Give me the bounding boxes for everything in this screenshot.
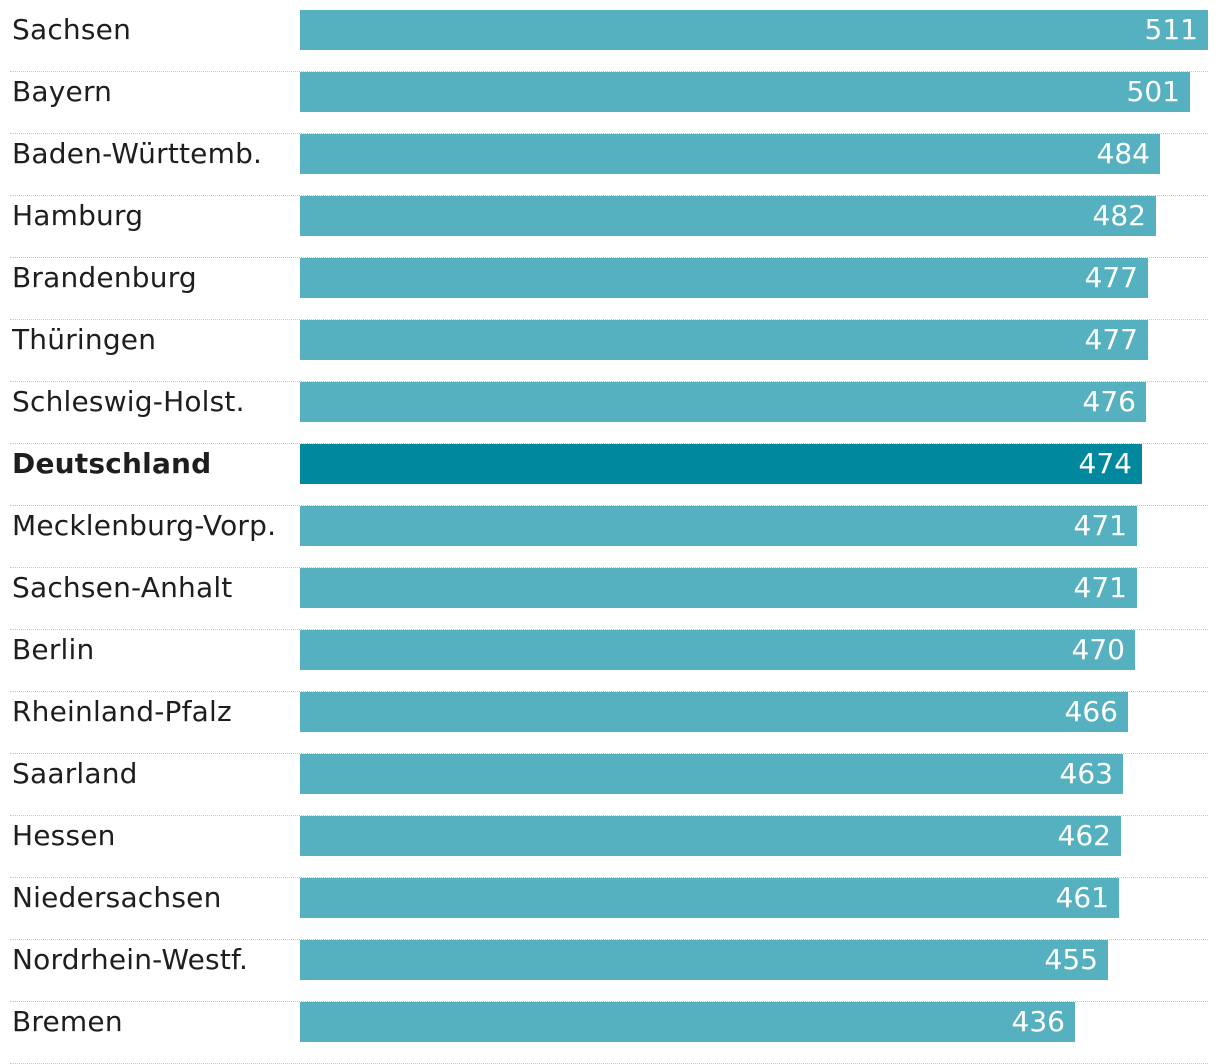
- category-label: Saarland: [12, 757, 138, 790]
- bar-row: Bayern 501: [0, 72, 1208, 134]
- value-label: 471: [1073, 571, 1127, 604]
- category-label: Thüringen: [12, 323, 157, 356]
- bar-row: Baden-Württemb. 484: [0, 134, 1208, 196]
- value-label: 466: [1064, 695, 1118, 728]
- bar-row: Deutschland 474: [0, 444, 1208, 506]
- bar-row: Mecklenburg-Vorp. 471: [0, 506, 1208, 568]
- bar-row: Bremen 436: [0, 1002, 1208, 1064]
- bar-row: Berlin 470: [0, 630, 1208, 692]
- row-divider: [10, 257, 1208, 258]
- row-divider: [10, 877, 1208, 878]
- category-label: Hessen: [12, 819, 116, 852]
- row-divider: [10, 319, 1208, 320]
- value-label: 470: [1071, 633, 1125, 666]
- category-label: Sachsen: [12, 13, 132, 46]
- category-label: Nordrhein-Westf.: [12, 943, 249, 976]
- bar-row: Hessen 462: [0, 816, 1208, 878]
- bar: 477: [300, 258, 1148, 298]
- category-label: Mecklenburg-Vorp.: [12, 509, 277, 542]
- value-label: 511: [1144, 13, 1198, 46]
- value-label: 477: [1084, 261, 1138, 294]
- row-divider: [10, 567, 1208, 568]
- bar: 476: [300, 382, 1146, 422]
- row-divider: [10, 381, 1208, 382]
- bar-row: Thüringen 477: [0, 320, 1208, 382]
- category-label: Rheinland-Pfalz: [12, 695, 232, 728]
- row-divider: [10, 1001, 1208, 1002]
- row-divider: [10, 815, 1208, 816]
- value-label: 501: [1126, 75, 1180, 108]
- category-label: Brandenburg: [12, 261, 197, 294]
- category-label: Niedersachsen: [12, 881, 222, 914]
- value-label: 463: [1059, 757, 1113, 790]
- bar-row: Rheinland-Pfalz 466: [0, 692, 1208, 754]
- category-label: Schleswig-Holst.: [12, 385, 245, 418]
- row-divider: [10, 691, 1208, 692]
- bar: 463: [300, 754, 1123, 794]
- value-label: 474: [1078, 447, 1132, 480]
- value-label: 477: [1084, 323, 1138, 356]
- bar-row: Saarland 463: [0, 754, 1208, 816]
- bar: 482: [300, 196, 1156, 236]
- value-label: 462: [1057, 819, 1111, 852]
- value-label: 455: [1044, 943, 1098, 976]
- bar-row: Sachsen 511: [0, 10, 1208, 72]
- bar-highlight: 474: [300, 444, 1142, 484]
- value-label: 484: [1096, 137, 1150, 170]
- bar-row: Niedersachsen 461: [0, 878, 1208, 940]
- bar: 436: [300, 1002, 1075, 1042]
- row-divider: [10, 753, 1208, 754]
- bar: 462: [300, 816, 1121, 856]
- row-divider: [10, 195, 1208, 196]
- bar: 484: [300, 134, 1160, 174]
- bar: 501: [300, 72, 1190, 112]
- bar: 471: [300, 568, 1137, 608]
- category-label: Bremen: [12, 1005, 123, 1038]
- bar: 455: [300, 940, 1108, 980]
- category-label: Berlin: [12, 633, 95, 666]
- bar: 511: [300, 10, 1208, 50]
- bar: 470: [300, 630, 1135, 670]
- bar: 471: [300, 506, 1137, 546]
- bar-row: Brandenburg 477: [0, 258, 1208, 320]
- bar: 461: [300, 878, 1119, 918]
- row-divider: [10, 443, 1208, 444]
- category-label: Bayern: [12, 75, 113, 108]
- category-label: Sachsen-Anhalt: [12, 571, 233, 604]
- value-label: 482: [1092, 199, 1146, 232]
- value-label: 436: [1011, 1005, 1065, 1038]
- category-label: Baden-Württemb.: [12, 137, 263, 170]
- bar-row: Schleswig-Holst. 476: [0, 382, 1208, 444]
- value-label: 471: [1073, 509, 1127, 542]
- row-divider: [10, 133, 1208, 134]
- bar-row: Hamburg 482: [0, 196, 1208, 258]
- row-divider: [10, 71, 1208, 72]
- bar: 477: [300, 320, 1148, 360]
- bar-row: Nordrhein-Westf. 455: [0, 940, 1208, 1002]
- row-divider: [10, 629, 1208, 630]
- row-divider: [10, 505, 1208, 506]
- value-label: 461: [1055, 881, 1109, 914]
- value-label: 476: [1082, 385, 1136, 418]
- category-label: Deutschland: [12, 447, 212, 480]
- category-label: Hamburg: [12, 199, 144, 232]
- bar: 466: [300, 692, 1128, 732]
- row-divider: [10, 939, 1208, 940]
- bar-row: Sachsen-Anhalt 471: [0, 568, 1208, 630]
